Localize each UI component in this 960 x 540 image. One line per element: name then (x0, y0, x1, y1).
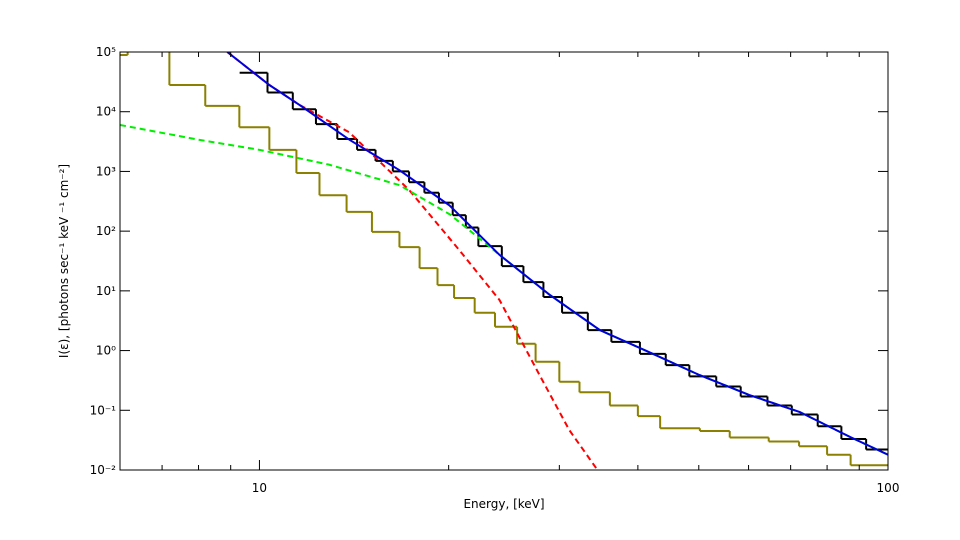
axis-frame (119, 51, 889, 471)
y-tick-label: 10⁵ (96, 45, 116, 59)
y-tick-label: 10² (96, 224, 116, 238)
x-tick-label: 100 (877, 481, 900, 495)
x-tick-label: 10 (252, 481, 267, 495)
y-tick-label: 10³ (96, 164, 116, 178)
y-tick-label: 10⁻² (90, 463, 117, 477)
y-axis-label: I(ε), [photons sec⁻¹ keV ⁻¹ cm⁻²] (57, 164, 71, 358)
plot-area (120, 52, 888, 470)
line (226, 52, 888, 456)
y-tick-label: 10⁴ (96, 105, 116, 119)
x-axis-label: Energy, [keV] (463, 497, 544, 511)
y-tick-label: 10⁻¹ (90, 403, 117, 417)
y-tick-label: 10⁰ (96, 344, 116, 358)
y-tick-label: 10¹ (96, 284, 116, 298)
